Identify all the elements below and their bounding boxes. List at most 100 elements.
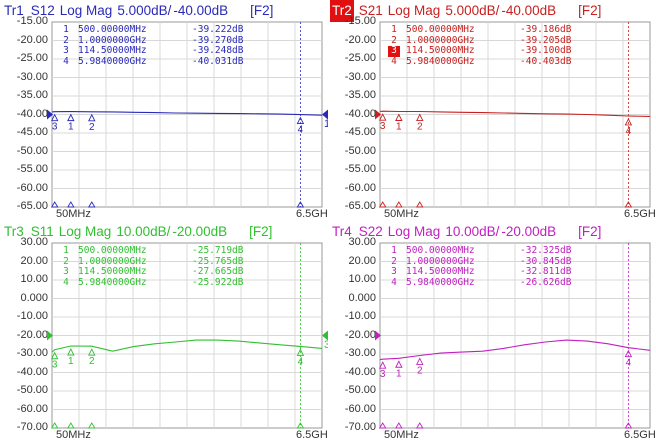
- marker-readout-index: 3: [60, 267, 72, 278]
- marker-readout-value: -32.811dB: [520, 267, 571, 278]
- marker-1-label: 1: [396, 122, 402, 133]
- marker-readout-value: -25.719dB: [192, 246, 243, 257]
- marker-readout-frequency: 5.9840000GHz: [78, 57, 147, 68]
- marker-readout-row[interactable]: 4 5.9840000GHz -25.922dB: [60, 278, 260, 289]
- marker-1-triangle[interactable]: [396, 361, 402, 367]
- marker-3-triangle[interactable]: [380, 362, 386, 368]
- marker-readout-row[interactable]: 1 500.00000MHz -32.325dB: [388, 246, 588, 257]
- marker-4-label: 4: [298, 356, 304, 367]
- marker-4-label: 4: [626, 126, 632, 137]
- trace-panel-tr3[interactable]: Tr3 S11 Log Mag 10.00dB/-20.00dB [F2] 30.00 20…: [0, 221, 328, 442]
- marker-readout-frequency: 500.00000MHz: [78, 246, 147, 257]
- marker-4-label: 4: [298, 125, 304, 136]
- stimulus-marker-triangle: [417, 202, 423, 207]
- stimulus-marker-triangle: [68, 202, 74, 207]
- marker-readout-frequency: 5.9840000GHz: [406, 278, 475, 289]
- marker-readout-row[interactable]: 3 114.50000MHz -39.248dB: [60, 46, 260, 57]
- marker-3-label: 3: [380, 121, 386, 132]
- marker-readout-index: 3: [60, 46, 72, 57]
- trace-panel-tr4[interactable]: Tr4 S22 Log Mag 10.00dB/-20.00dB [F2] 30.00 20…: [328, 221, 656, 442]
- stimulus-marker-triangle: [89, 202, 95, 207]
- marker-readout-value: -40.403dB: [520, 57, 571, 68]
- marker-readout-value: -39.186dB: [520, 25, 571, 36]
- marker-readout-value: -39.248dB: [192, 46, 243, 57]
- marker-readout-row[interactable]: 1 500.00000MHz -39.186dB: [388, 25, 588, 36]
- marker-3-label: 3: [380, 369, 386, 380]
- marker-readout-value: -40.031dB: [192, 57, 243, 68]
- marker-readout-frequency: 114.50000MHz: [78, 46, 147, 57]
- stimulus-marker-triangle: [89, 423, 95, 428]
- stimulus-marker-triangle: [52, 423, 58, 428]
- marker-readout-row[interactable]: 3 114.50000MHz -27.665dB: [60, 267, 260, 278]
- marker-readout-row[interactable]: 1 500.00000MHz -39.222dB: [60, 25, 260, 36]
- stimulus-marker-triangle: [52, 202, 58, 207]
- marker-1-label: 1: [68, 122, 74, 133]
- marker-readout-index: 3: [388, 46, 400, 57]
- marker-readout-frequency: 500.00000MHz: [78, 25, 147, 36]
- marker-2-triangle[interactable]: [89, 115, 95, 121]
- marker-readout-index: 1: [60, 25, 72, 36]
- marker-2-label: 2: [89, 122, 95, 133]
- marker-readout-frequency: 5.9840000GHz: [78, 278, 147, 289]
- marker-2-triangle[interactable]: [417, 115, 423, 121]
- marker-1-label: 1: [68, 356, 74, 367]
- stimulus-marker-triangle: [380, 202, 386, 207]
- marker-readout-value: -25.922dB: [192, 278, 243, 289]
- marker-readout-index: 4: [60, 278, 72, 289]
- marker-2-triangle[interactable]: [417, 358, 423, 364]
- marker-readout-table: 1 500.00000MHz -25.719dB 2 1.0000000GHz -25.7…: [60, 246, 260, 288]
- marker-readout-frequency: 114.50000MHz: [406, 46, 475, 57]
- trace-panel-tr2[interactable]: Tr2 S21 Log Mag 5.000dB/-40.00dB [F2] -15.00 -…: [328, 0, 656, 221]
- x-start-label: 50MHz: [384, 208, 419, 220]
- marker-readout-index: 4: [388, 57, 400, 68]
- marker-readout-table: 1 500.00000MHz -32.325dB 2 1.0000000GHz -30.8…: [388, 246, 588, 288]
- marker-readout-index: 3: [388, 267, 400, 278]
- marker-1-label: 1: [396, 368, 402, 379]
- marker-readout-table: 1 500.00000MHz -39.186dB 2 1.0000000GHz -39.2…: [388, 25, 588, 67]
- marker-readout-table: 1 500.00000MHz -39.222dB 2 1.0000000GHz -39.2…: [60, 25, 260, 67]
- marker-readout-value: -26.626dB: [520, 278, 571, 289]
- marker-readout-value: -32.325dB: [520, 246, 571, 257]
- marker-readout-row[interactable]: 3 114.50000MHz -32.811dB: [388, 267, 588, 278]
- marker-readout-row[interactable]: 4 5.9840000GHz -40.403dB: [388, 57, 588, 68]
- marker-2-label: 2: [417, 122, 423, 133]
- x-start-label: 50MHz: [56, 208, 91, 220]
- stimulus-marker-triangle: [396, 423, 402, 428]
- marker-readout-frequency: 114.50000MHz: [78, 267, 147, 278]
- marker-readout-frequency: 5.9840000GHz: [406, 57, 475, 68]
- marker-readout-index: 1: [388, 25, 400, 36]
- stimulus-marker-triangle: [68, 423, 74, 428]
- marker-readout-index: 4: [388, 278, 400, 289]
- marker-3-label: 3: [52, 360, 58, 371]
- stimulus-marker-triangle: [417, 423, 423, 428]
- marker-readout-value: -39.100dB: [520, 46, 571, 57]
- x-start-label: 50MHz: [384, 429, 419, 441]
- marker-readout-frequency: 500.00000MHz: [406, 25, 475, 36]
- marker-readout-index: 1: [388, 246, 400, 257]
- marker-1-triangle[interactable]: [68, 115, 74, 121]
- marker-2-label: 2: [417, 365, 423, 376]
- trace-panel-tr1[interactable]: Tr1 S12 Log Mag 5.000dB/-40.00dB [F2] -15.00 -…: [0, 0, 328, 221]
- marker-readout-row[interactable]: 3 114.50000MHz -39.100dB: [388, 46, 588, 57]
- marker-2-label: 2: [89, 356, 95, 367]
- marker-4-label: 4: [626, 358, 632, 369]
- marker-4-triangle[interactable]: [625, 119, 631, 125]
- marker-readout-row[interactable]: 4 5.9840000GHz -40.031dB: [60, 57, 260, 68]
- marker-readout-frequency: 500.00000MHz: [406, 246, 475, 257]
- x-start-label: 50MHz: [56, 429, 91, 441]
- marker-3-triangle[interactable]: [52, 115, 58, 121]
- marker-3-triangle[interactable]: [380, 114, 386, 120]
- marker-readout-row[interactable]: 1 500.00000MHz -25.719dB: [60, 246, 260, 257]
- marker-readout-frequency: 114.50000MHz: [406, 267, 475, 278]
- marker-readout-value: -39.222dB: [192, 25, 243, 36]
- x-stop-label: 6.5GHz: [624, 429, 656, 441]
- stimulus-marker-triangle: [380, 423, 386, 428]
- marker-readout-index: 4: [60, 57, 72, 68]
- marker-1-triangle[interactable]: [396, 115, 402, 121]
- marker-readout-index: 1: [60, 246, 72, 257]
- marker-readout-value: -27.665dB: [192, 267, 243, 278]
- marker-readout-row[interactable]: 4 5.9840000GHz -26.626dB: [388, 278, 588, 289]
- marker-3-label: 3: [52, 122, 58, 133]
- stimulus-marker-triangle: [396, 202, 402, 207]
